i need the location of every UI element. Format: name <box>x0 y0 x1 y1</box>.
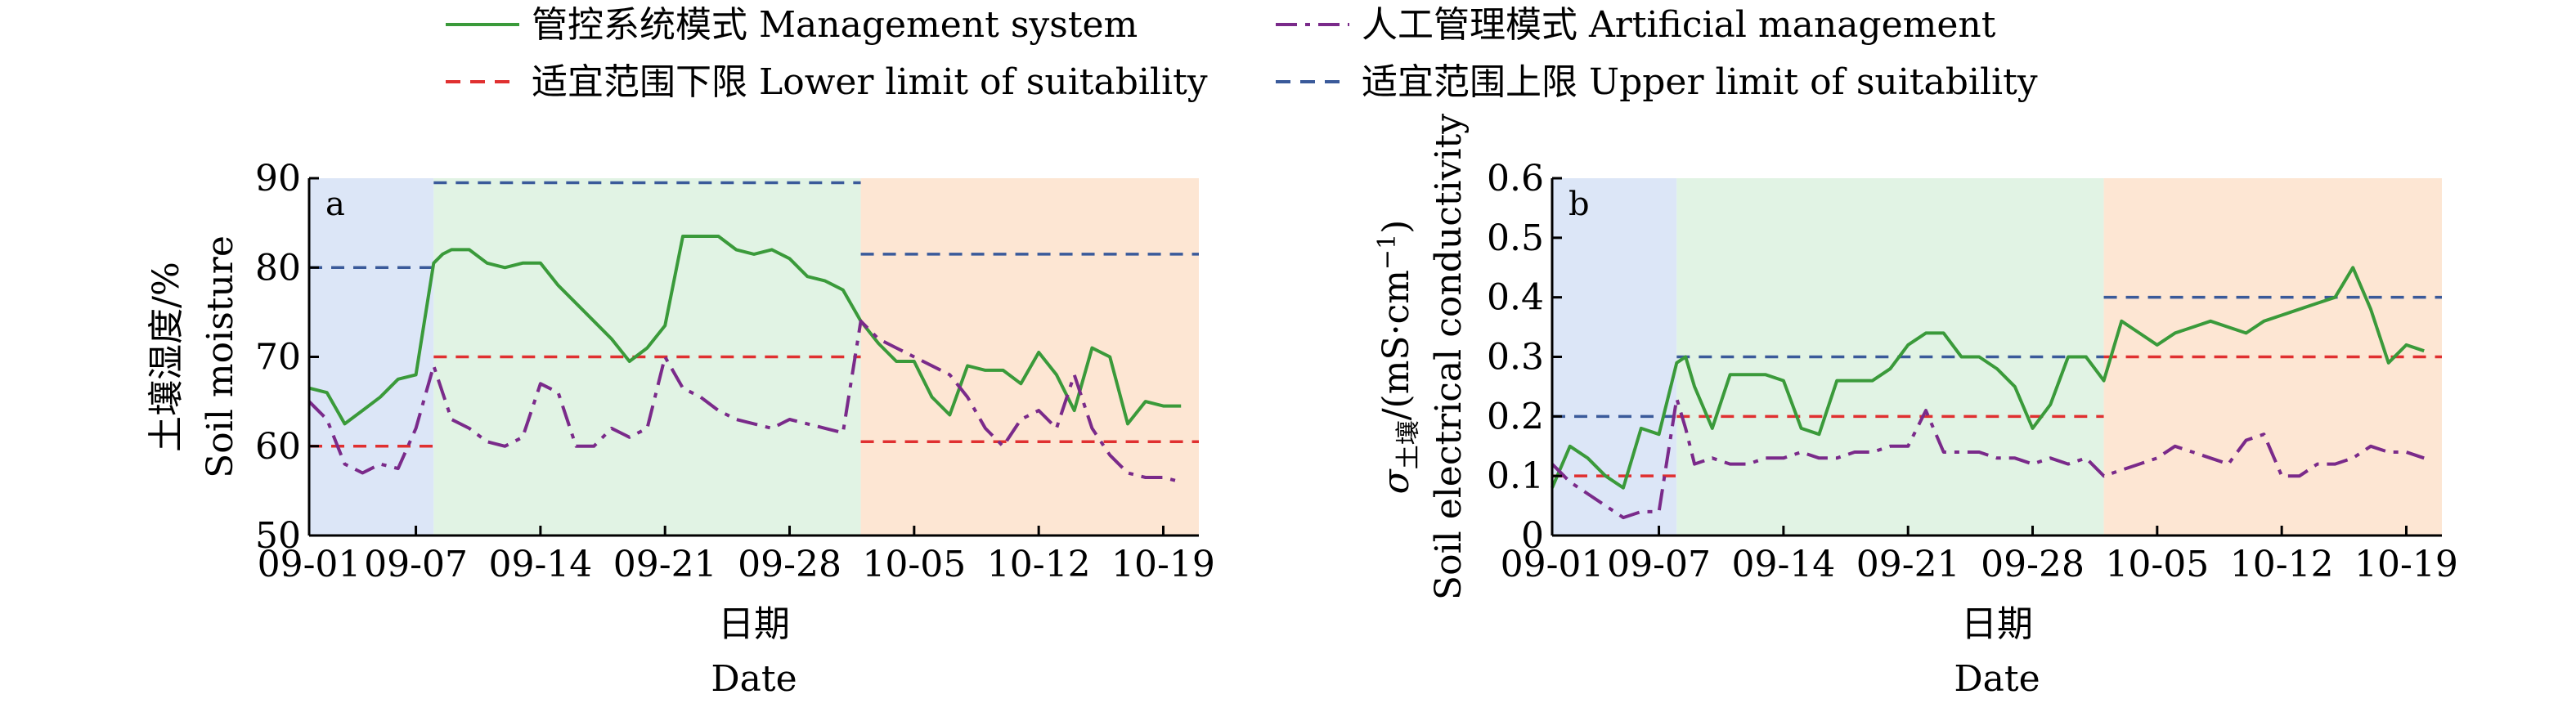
y-tick-label: 70 <box>255 337 301 379</box>
y-tick-label: 90 <box>255 158 301 199</box>
x-tick-label: 10-19 <box>1111 544 1215 585</box>
legend-label: 管控系统模式 Management system <box>532 4 1138 46</box>
legend-entry-2: 人工管理模式 Artificial management <box>1276 4 1996 46</box>
legend-label: 人工管理模式 Artificial management <box>1362 4 1996 46</box>
legend: 管控系统模式 Management system 人工管理模式 Artificia… <box>446 4 2038 103</box>
y-tick-label: 0.2 <box>1487 396 1544 437</box>
artificial-management-series-line <box>1551 397 2425 520</box>
x-tick-label: 09-07 <box>1607 544 1711 585</box>
y-axis-label-superscript: −1 <box>1373 234 1402 270</box>
panel-letter: b <box>1568 186 1590 223</box>
panel-b-soil-conductivity-chart: 0 0.1 0.2 0.3 0.4 0.5 0.6 09-01 09-07 09-14 09-21 0… <box>1373 114 2458 700</box>
x-tick-label: 09-07 <box>364 544 468 585</box>
x-tick-label: 09-14 <box>1731 544 1835 585</box>
legend-entry-4: 适宜范围上限 Upper limit of suitability <box>1276 61 2038 103</box>
x-tick-label: 09-21 <box>1856 544 1960 585</box>
y-tick-label: 0.4 <box>1487 277 1544 319</box>
y-tick-label: 0 <box>1521 515 1544 557</box>
x-tick-label: 10-12 <box>987 544 1091 585</box>
x-tick-label: 10-12 <box>2230 544 2334 585</box>
x-tick-label: 09-28 <box>738 544 841 585</box>
legend-label: 适宜范围上限 Upper limit of suitability <box>1362 61 2038 103</box>
stage-background-1 <box>1552 178 1677 535</box>
legend-entry-3: 适宜范围下限 Lower limit of suitability <box>446 61 1208 103</box>
y-axis-label-symbol: σ土壤/(mS·cm−1) <box>1373 220 1423 495</box>
y-tick-label: 60 <box>255 426 301 468</box>
x-tick-label: 09-01 <box>258 544 361 585</box>
y-tick-label: 0.5 <box>1487 217 1544 259</box>
x-axis-label-en: Date <box>711 658 797 700</box>
x-tick-label: 09-01 <box>1501 544 1604 585</box>
y-tick-label: 0.3 <box>1487 337 1544 379</box>
x-tick-label: 09-28 <box>1981 544 2085 585</box>
y-tick-label: 0.1 <box>1487 455 1544 497</box>
x-tick-label: 09-21 <box>613 544 717 585</box>
y-axis-label-subscript: 土壤 <box>1394 420 1423 469</box>
x-axis-label-cn: 日期 <box>1961 603 2033 645</box>
y-tick-label: 50 <box>255 515 301 557</box>
management-system-series-line <box>1551 266 2425 490</box>
x-tick-label: 10-19 <box>2354 544 2458 585</box>
legend-entry-1: 管控系统模式 Management system <box>446 4 1138 46</box>
x-axis-label-en: Date <box>1954 658 2040 700</box>
y-axis-label-en: Soil moisture <box>200 235 241 478</box>
panel-letter: a <box>325 186 345 223</box>
x-axis-label-cn: 日期 <box>718 603 790 645</box>
management-system-series-line <box>308 235 1182 426</box>
y-axis-label-en: Soil electrical conductivity <box>1428 114 1470 600</box>
x-tick-label: 10-05 <box>862 544 966 585</box>
y-tick-label: 80 <box>255 247 301 289</box>
x-tick-label: 09-14 <box>488 544 592 585</box>
x-tick-label: 10-05 <box>2105 544 2209 585</box>
stage-background-1 <box>309 178 434 535</box>
y-axis-label-close: ) <box>1376 220 1417 234</box>
y-axis-label-unit: /(mS·cm <box>1376 270 1417 420</box>
y-axis-label-sigma: σ <box>1376 468 1417 494</box>
y-tick-label: 0.6 <box>1487 158 1544 199</box>
legend-label: 适宜范围下限 Lower limit of suitability <box>532 61 1208 103</box>
panel-a-soil-moisture-chart: 50 60 70 80 90 09-01 09-07 09-14 09-21 09-28 10-05… <box>146 158 1215 700</box>
y-axis-label-cn: 土壤湿度/% <box>146 262 187 452</box>
